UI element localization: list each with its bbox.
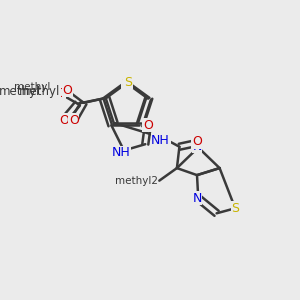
Text: O: O xyxy=(55,87,65,100)
Text: NH: NH xyxy=(112,146,131,160)
Text: methyl: methyl xyxy=(14,82,50,92)
Text: N: N xyxy=(192,140,202,153)
Text: O: O xyxy=(62,84,72,97)
Text: methyl: methyl xyxy=(0,85,40,98)
Text: N: N xyxy=(192,192,202,205)
Text: O: O xyxy=(69,114,79,127)
Text: O: O xyxy=(143,119,153,132)
Text: O: O xyxy=(192,135,202,148)
Text: S: S xyxy=(231,202,239,215)
Text: O: O xyxy=(59,113,69,127)
Text: S: S xyxy=(122,76,129,89)
Text: methyl2: methyl2 xyxy=(115,176,158,186)
Text: NH: NH xyxy=(151,134,170,147)
Text: methyl: methyl xyxy=(19,85,61,98)
Text: S: S xyxy=(124,76,132,89)
